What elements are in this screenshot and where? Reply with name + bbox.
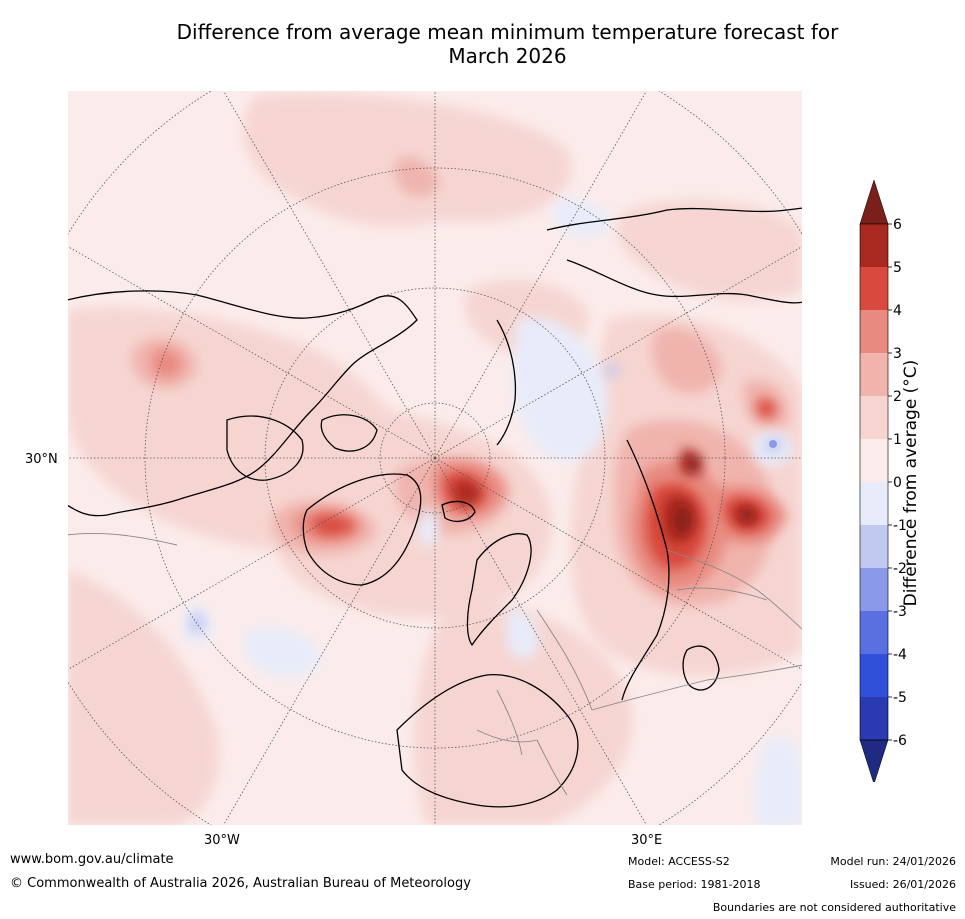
coast-hudson-bay [226, 415, 304, 481]
lat-label-30n: 30°N [25, 452, 58, 467]
colorbar-segment [860, 568, 888, 611]
border-russia-west [536, 609, 593, 711]
coast-greenland [302, 473, 422, 586]
anomaly-above-6-cores [677, 457, 753, 534]
copyright-text: © Commonwealth of Australia 2026, Austra… [10, 876, 471, 891]
colorbar-tick-label: -2 [893, 561, 907, 577]
colorbar-segment [860, 353, 888, 396]
border-china [666, 549, 803, 631]
graticule-meridian-30w [222, 457, 436, 826]
colorbar-extend-high [859, 180, 889, 225]
coast-iceland [441, 500, 476, 523]
colorbar-segment [860, 482, 888, 525]
coast-scandinavia [466, 533, 532, 646]
colorbar-tick-label: -3 [893, 604, 907, 620]
border-europe-3 [536, 739, 568, 796]
colorbar-tick-label: 2 [893, 389, 902, 405]
colorbar-segment [860, 396, 888, 439]
graticule-meridian-60w [67, 457, 436, 671]
coast-eurasia-arctic [546, 207, 803, 231]
colorbar-segment [860, 611, 888, 654]
anomaly-negative-regions [184, 198, 803, 826]
colorbar-tick-label: -5 [893, 690, 907, 706]
colorbar-segment [860, 310, 888, 353]
disclaimer-text: Boundaries are not considered authoritat… [712, 901, 956, 914]
graticule-circle-70n [264, 287, 606, 629]
colorbar-tick-label: -4 [893, 647, 907, 663]
coast-asia-east [621, 439, 670, 701]
model-run-text: Model run: 24/01/2026 [830, 855, 956, 868]
graticule-meridian-150e [434, 245, 803, 459]
colorbar-segment [860, 525, 888, 568]
colorbar-tick-label: 1 [893, 432, 902, 448]
coast-siberia [566, 259, 803, 304]
chart-title: Difference from average mean minimum tem… [60, 20, 955, 68]
anomaly-negative-2-3-spot [769, 440, 777, 448]
coast-kamchatka [496, 319, 517, 446]
base-period-text: Base period: 1981-2018 [628, 878, 761, 891]
border-europe-1 [476, 729, 538, 743]
graticule-meridian-30e [434, 457, 648, 826]
border-mongolia [676, 587, 768, 601]
coast-caspian [682, 645, 720, 691]
forecast-map [67, 90, 803, 826]
coast-europe [396, 674, 579, 808]
title-line-2: March 2026 [448, 44, 567, 68]
website-link[interactable]: www.bom.gov.au/climate [10, 852, 174, 867]
colorbar-tick-label: 4 [893, 303, 902, 319]
colorbar-tick-label: 0 [893, 475, 902, 491]
map-frame [67, 90, 803, 826]
graticule-circle-60n [144, 167, 726, 749]
lon-label-30e: 30°E [631, 833, 663, 848]
graticule-meridian-150w [67, 245, 436, 459]
border-us-canada [67, 533, 178, 546]
colorbar-segment [860, 439, 888, 482]
colorbar-title: Difference from average (°C) [901, 359, 921, 607]
coastlines [67, 207, 803, 808]
country-borders [67, 533, 803, 796]
graticule-circle-80n [379, 402, 491, 514]
coast-arctic-islands [320, 414, 378, 452]
border-europe-2 [496, 689, 523, 756]
colorbar-segment [860, 654, 888, 697]
colorbar-segment [860, 267, 888, 310]
title-line-1: Difference from average mean minimum tem… [176, 20, 839, 44]
graticule [67, 90, 803, 826]
colorbar-extend-low [859, 739, 889, 782]
issued-text: Issued: 26/01/2026 [849, 878, 956, 891]
colorbar-segment [860, 224, 888, 267]
graticule-meridian-120e [434, 90, 648, 459]
coast-north-america [67, 290, 418, 517]
colorbar-tick-label: 3 [893, 346, 902, 362]
model-text: Model: ACCESS-S2 [628, 855, 730, 868]
colorbar-tick-label: -6 [893, 733, 907, 749]
border-russia-south [591, 664, 803, 711]
graticule-meridian-120w [222, 90, 436, 459]
colorbar-segment [860, 697, 888, 740]
colorbar: 6 5 4 3 2 1 0 -1 -2 -3 -4 -5 -6 [859, 180, 907, 782]
colorbar-tick-label: 6 [893, 217, 902, 233]
colorbar-tick-label: -1 [893, 518, 907, 534]
lon-label-30w: 30°W [204, 833, 240, 848]
graticule-meridian-60e [434, 457, 803, 671]
colorbar-tick-label: 5 [893, 260, 902, 276]
